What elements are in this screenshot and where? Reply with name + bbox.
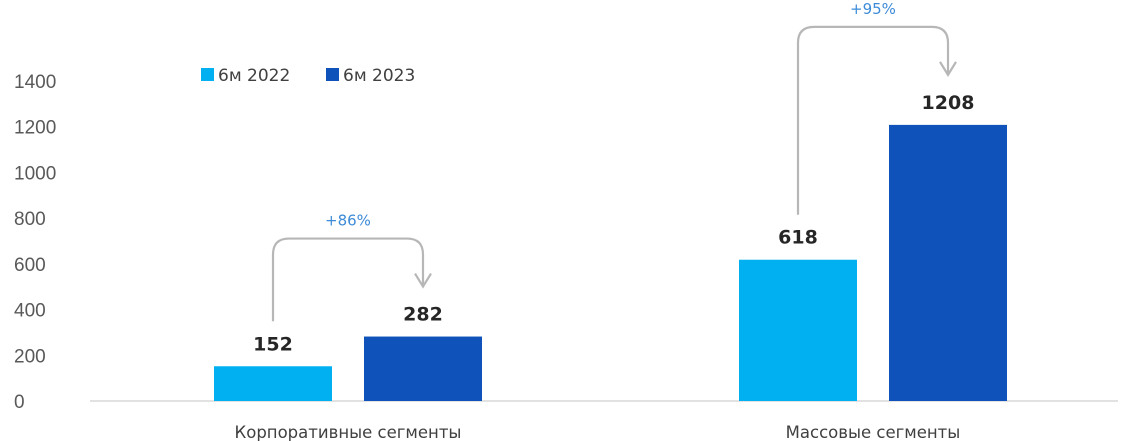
y-tick-label: 800: [14, 209, 46, 230]
category-label: Массовые сегменты: [786, 423, 961, 441]
growth-arrows: +86% +95%: [271, 0, 957, 322]
data-label: 282: [403, 304, 443, 326]
growth-label: +95%: [850, 0, 896, 18]
y-tick-label: 200: [14, 346, 46, 367]
category-labels: Корпоративные сегменты Массовые сегменты: [235, 423, 961, 441]
arrow-head-icon: [939, 61, 957, 77]
y-tick-label: 0: [14, 392, 25, 413]
y-tick-label: 1400: [14, 72, 56, 93]
bars: [214, 124, 1007, 401]
data-label: 1208: [922, 92, 975, 114]
legend-label: 6м 2022: [218, 66, 290, 86]
category-label: Корпоративные сегменты: [235, 423, 462, 441]
data-label: 618: [778, 227, 818, 249]
y-tick-label: 600: [14, 255, 46, 276]
y-axis-ticks: 0 200 400 600 800 1000 1200 1400: [14, 72, 56, 413]
data-labels: 152 282 618 1208: [253, 92, 974, 355]
growth-arrow: [796, 25, 950, 215]
legend: 6м 2022 6м 2023: [201, 66, 415, 86]
legend-swatch: [326, 68, 339, 81]
bar-2023-corporate: [364, 336, 482, 401]
y-tick-label: 1200: [14, 118, 56, 139]
growth-arrow: [271, 237, 425, 322]
data-label: 152: [253, 333, 293, 355]
legend-swatch: [201, 68, 214, 81]
bar-2022-corporate: [214, 366, 332, 401]
y-tick-label: 400: [14, 301, 46, 322]
bar-2022-mass: [739, 259, 857, 401]
bar-2023-mass: [889, 124, 1007, 401]
y-tick-label: 1000: [14, 163, 56, 184]
legend-label: 6м 2023: [343, 66, 415, 86]
growth-label: +86%: [325, 212, 371, 230]
arrow-head-icon: [414, 272, 432, 289]
